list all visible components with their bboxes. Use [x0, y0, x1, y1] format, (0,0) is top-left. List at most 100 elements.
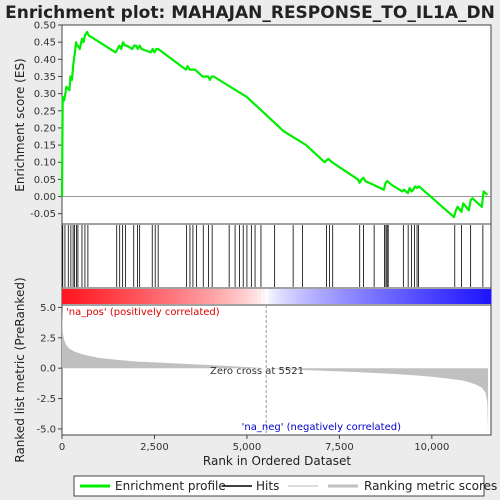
es-tick-label: 0.10 — [34, 158, 56, 169]
gradient-cell — [331, 289, 336, 304]
es-axis: 0.50 0.45 0.40 0.35 0.30 0.25 0.20 0.15 0.10 0.05… — [30, 21, 62, 220]
metric-tick-label: 2.5 — [40, 333, 56, 344]
pos-correlated-label: 'na_pos' (positively correlated) — [66, 307, 220, 318]
gradient-cell — [124, 289, 129, 304]
es-tick-label: 0.20 — [34, 123, 56, 134]
gradient-cell — [229, 289, 234, 304]
x-tick-label: 0 — [59, 442, 65, 453]
gradient-cell — [97, 289, 102, 304]
gradient-cell — [385, 289, 390, 304]
gradient-cell — [167, 289, 172, 304]
gradient-cell — [214, 289, 219, 304]
gradient-cell — [483, 289, 488, 304]
gradient-cell — [198, 289, 203, 304]
legend-metric-label: Ranking metric scores — [364, 479, 497, 493]
gradient-cell — [487, 289, 492, 304]
gradient-cell — [249, 289, 254, 304]
es-tick-label: 0.40 — [34, 55, 56, 66]
gradient-cell — [186, 289, 192, 304]
x-axis: 0 2,500 5,000 7,500 10,000 — [59, 435, 449, 453]
gradient-cell — [327, 289, 332, 304]
gradient-cell — [128, 289, 133, 304]
gradient-cell — [284, 289, 289, 304]
es-tick-label: 0.15 — [34, 141, 56, 152]
gradient-cell — [413, 289, 418, 304]
gradient-cell — [260, 289, 266, 304]
gradient-cell — [397, 289, 402, 304]
legend-box — [73, 475, 485, 497]
gradient-cell — [136, 289, 141, 304]
es-tick-label: 0.35 — [34, 72, 56, 83]
gradient-cell — [292, 289, 297, 304]
gradient-cell — [276, 289, 281, 304]
gradient-cell — [307, 289, 312, 304]
gradient-cell — [303, 289, 309, 304]
gradient-cell — [218, 289, 223, 304]
gradient-cell — [225, 289, 231, 304]
gradient-cell — [175, 289, 180, 304]
es-axis-label: Enrichment score (ES) — [13, 58, 27, 191]
gradient-cell — [179, 289, 184, 304]
metric-tick-label: 0.0 — [40, 364, 56, 375]
gradient-cell — [194, 289, 199, 304]
gradient-cell — [65, 289, 71, 304]
gradient-cell — [257, 289, 262, 304]
gradient-cell — [245, 289, 250, 304]
gradient-cell — [444, 289, 449, 304]
gradient-cell — [299, 289, 305, 304]
x-axis-label: Rank in Ordered Dataset — [203, 454, 351, 468]
ranking-metric-fill — [62, 307, 488, 431]
gradient-cell — [362, 289, 367, 304]
gradient-cell — [296, 289, 301, 304]
enrichment-profile — [60, 30, 489, 219]
gradient-cell — [171, 289, 176, 304]
gradient-cell — [374, 289, 379, 304]
zero-cross-label: Zero cross at 5521 — [210, 366, 304, 377]
gradient-cell — [151, 289, 156, 304]
gradient-cell — [147, 289, 153, 304]
gradient-cell — [210, 289, 215, 304]
gradient-cell — [342, 289, 348, 304]
gradient-cell — [346, 289, 351, 304]
gradient-cell — [350, 289, 355, 304]
gradient-cell — [89, 289, 94, 304]
gradient-cell — [436, 289, 441, 304]
gradient-cell — [264, 289, 270, 304]
gradient-cell — [335, 289, 340, 304]
gradient-cell — [366, 289, 371, 304]
gradient-cell — [428, 289, 433, 304]
gradient-cell — [85, 289, 90, 304]
gradient-cell — [370, 289, 375, 304]
gradient-cell — [120, 289, 125, 304]
gradient-cell — [432, 289, 437, 304]
gradient-cell — [471, 289, 476, 304]
gradient-cell — [354, 289, 359, 304]
metric-axis-label: Ranked list metric (PreRanked) — [13, 277, 27, 462]
gradient-cell — [221, 289, 227, 304]
gradient-cell — [416, 289, 422, 304]
chart-title: Enrichment plot: MAHAJAN_RESPONSE_TO_IL1… — [5, 3, 495, 23]
gradient-cell — [393, 289, 398, 304]
gradient-cell — [338, 289, 344, 304]
gradient-cell — [132, 289, 137, 304]
legend-enrichment-label: Enrichment profile — [115, 479, 226, 493]
gradient-cell — [81, 289, 86, 304]
gradient-cell — [315, 289, 320, 304]
gradient-cell — [323, 289, 328, 304]
es-tick-label: 0.05 — [34, 175, 56, 186]
gradient-cell — [182, 289, 188, 304]
gradient-cell — [190, 289, 195, 304]
es-tick-label: 0.30 — [34, 89, 56, 100]
gradient-cell — [358, 289, 363, 304]
gradient-cell — [475, 289, 480, 304]
es-tick-label: -0.05 — [30, 209, 56, 220]
legend: Enrichment profile Hits Ranking metric s… — [73, 475, 497, 497]
gradient-cell — [389, 289, 394, 304]
metric-tick-label: 5.0 — [40, 303, 56, 314]
gradient-cell — [401, 289, 406, 304]
hit-marks — [62, 225, 484, 287]
es-tick-label: 0.50 — [34, 21, 56, 32]
gradient-cell — [381, 289, 387, 304]
gradient-cell — [253, 289, 258, 304]
